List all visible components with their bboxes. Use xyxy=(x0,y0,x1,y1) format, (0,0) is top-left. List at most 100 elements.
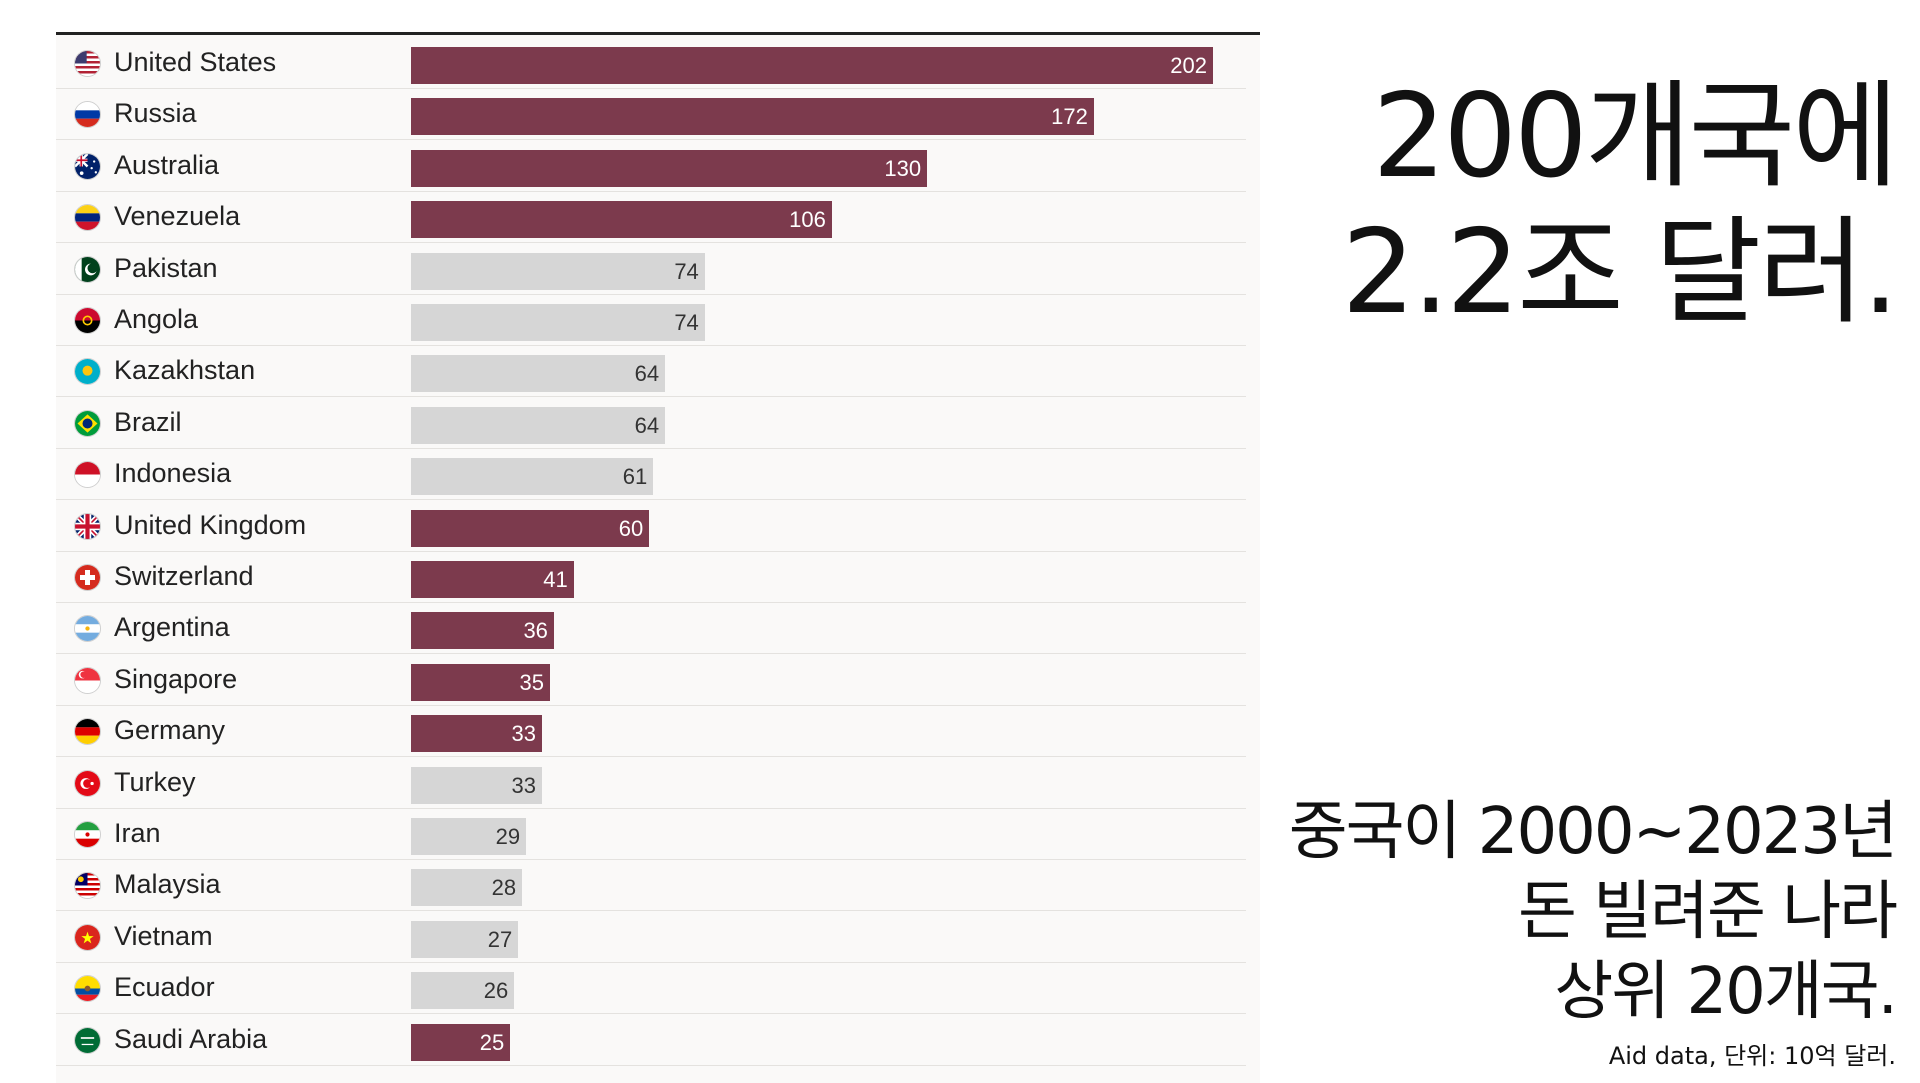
kazakhstan-flag-icon xyxy=(74,358,101,386)
data-label: 106 xyxy=(789,207,826,233)
data-label: 202 xyxy=(1170,53,1207,78)
bar: 64 xyxy=(411,406,666,444)
saudi-arabia-flag-icon xyxy=(74,1026,101,1054)
singapore-flag-icon xyxy=(74,666,101,694)
category-label: Russia xyxy=(114,98,197,129)
argentina-flag-icon xyxy=(74,615,101,643)
bar: 27 xyxy=(411,920,519,958)
bar: 33 xyxy=(411,715,543,753)
category-label: Brazil xyxy=(114,406,182,437)
subhead-line-2: 돈 빌려준 나라 xyxy=(1518,875,1898,949)
chart-row: Kazakhstan 64 xyxy=(56,345,1246,398)
angola-flag-icon xyxy=(74,307,101,334)
bar: 36 xyxy=(411,612,554,650)
chart-row: Singapore 35 xyxy=(56,654,1246,706)
category-label: Indonesia xyxy=(114,458,232,489)
chart-row: Indonesia 61 xyxy=(56,448,1246,501)
data-label: 41 xyxy=(543,567,568,592)
data-label: 74 xyxy=(674,258,699,284)
chart-row: Malaysia 28 xyxy=(56,859,1246,912)
subhead-line-3: 상위 20개국. xyxy=(1554,955,1898,1029)
bar: 202 xyxy=(411,47,1213,84)
category-label: Kazakhstan xyxy=(114,355,256,386)
switzerland-flag-icon xyxy=(74,564,101,591)
data-label: 60 xyxy=(618,515,644,541)
us-flag-icon xyxy=(74,50,101,77)
data-label: 26 xyxy=(483,978,509,1004)
category-label: Venezuela xyxy=(114,201,241,232)
category-label: United Kingdom xyxy=(114,509,307,540)
headline-line-1: 200개국에 xyxy=(1372,69,1899,204)
chart-row: Pakistan 74 xyxy=(56,243,1246,295)
bar: 29 xyxy=(411,818,527,855)
bar: 130 xyxy=(411,149,928,187)
chart-row: Turkey 33 xyxy=(56,757,1246,809)
data-label: 27 xyxy=(487,926,513,952)
data-label: 64 xyxy=(634,361,660,387)
data-label: 33 xyxy=(511,772,537,798)
data-label: 64 xyxy=(634,412,660,438)
chart-row: Angola 74 xyxy=(56,294,1246,346)
category-label: Switzerland xyxy=(114,561,254,591)
iran-flag-icon xyxy=(74,821,101,848)
data-label: 74 xyxy=(674,310,699,335)
brazil-flag-icon xyxy=(74,409,101,437)
russia-flag-icon xyxy=(74,101,101,129)
bar: 74 xyxy=(411,252,705,290)
category-label: Vietnam xyxy=(114,920,213,951)
data-label: 29 xyxy=(495,824,521,849)
chart-row: United States 202 xyxy=(56,37,1246,89)
category-label: Pakistan xyxy=(114,252,218,283)
category-label: Angola xyxy=(114,304,199,334)
chart-row: Vietnam 27 xyxy=(56,911,1246,963)
chart-row: Russia 172 xyxy=(56,88,1246,141)
source-note: Aid data, 단위: 10억 달러. xyxy=(1608,1042,1896,1070)
data-label: 28 xyxy=(491,875,517,901)
category-label: Saudi Arabia xyxy=(114,1023,268,1054)
bar: 74 xyxy=(411,304,705,341)
chart-row: United Kingdom 60 xyxy=(56,500,1246,552)
data-label: 33 xyxy=(511,721,537,747)
subhead-line-1: 중국이 2000~2023년 xyxy=(1288,795,1898,869)
chart-row: Germany 33 xyxy=(56,705,1246,758)
chart-row: Argentina 36 xyxy=(56,602,1246,655)
ecuador-flag-icon xyxy=(74,975,101,1003)
chart-row: Saudi Arabia 25 xyxy=(56,1014,1246,1066)
bar: 35 xyxy=(411,663,550,701)
uk-flag-icon xyxy=(74,512,101,540)
bar: 41 xyxy=(411,561,574,598)
bar: 28 xyxy=(411,869,523,907)
chart-row: Brazil 64 xyxy=(56,397,1246,449)
chart-row: Ecuador 26 xyxy=(56,962,1246,1015)
category-label: Iran xyxy=(114,818,161,848)
chart-row: Switzerland 41 xyxy=(56,551,1246,603)
bar: 106 xyxy=(411,201,832,239)
bar: 33 xyxy=(411,766,543,804)
category-label: Malaysia xyxy=(114,869,221,900)
turkey-flag-icon xyxy=(74,769,101,797)
bar: 172 xyxy=(411,98,1094,136)
indonesia-flag-icon xyxy=(74,461,101,489)
headline-line-2: 2.2조 달러. xyxy=(1341,205,1899,340)
category-label: Australia xyxy=(114,149,220,180)
bar: 25 xyxy=(411,1023,511,1061)
category-label: Turkey xyxy=(114,766,196,797)
chart-row: Iran 29 xyxy=(56,808,1246,860)
vietnam-flag-icon xyxy=(74,923,101,951)
chart-row: Australia 130 xyxy=(56,140,1246,192)
pakistan-flag-icon xyxy=(74,255,101,283)
bar: 61 xyxy=(411,458,654,496)
data-label: 172 xyxy=(1051,104,1088,130)
bar: 60 xyxy=(411,509,650,547)
bar: 26 xyxy=(411,972,515,1010)
category-label: United States xyxy=(114,47,277,77)
data-label: 130 xyxy=(884,155,922,181)
germany-flag-icon xyxy=(74,718,101,746)
category-label: Singapore xyxy=(114,663,238,694)
data-label: 36 xyxy=(523,618,548,644)
category-label: Ecuador xyxy=(114,972,215,1003)
bar: 64 xyxy=(411,355,666,393)
australia-flag-icon xyxy=(74,152,101,180)
venezuela-flag-icon xyxy=(74,204,101,232)
data-label: 35 xyxy=(519,669,544,695)
